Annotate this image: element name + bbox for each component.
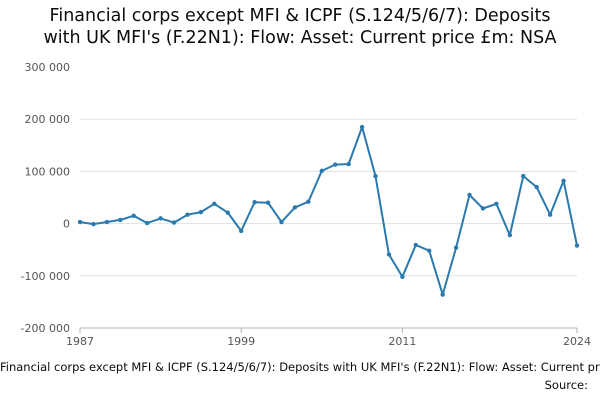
data-point [453, 245, 459, 250]
chart-title: Financial corps except MFI & ICPF (S.124… [0, 5, 600, 49]
data-point [333, 162, 338, 167]
data-point [265, 200, 271, 205]
data-point [480, 206, 486, 211]
data-point [427, 248, 432, 253]
x-axis: 1987 1999 2011 2024 [66, 327, 591, 348]
data-point [440, 292, 445, 297]
y-tick-label: 300 000 [25, 61, 71, 74]
data-point [400, 274, 405, 280]
data-point [238, 228, 244, 234]
data-point [198, 209, 204, 215]
chart-title-line-2: with UK MFI's (F.22N1): Flow: Asset: Cur… [43, 28, 557, 48]
data-point [521, 173, 526, 179]
x-tick-label: 2011 [388, 335, 416, 348]
data-point [118, 217, 123, 223]
data-point [185, 212, 190, 217]
data-point [319, 168, 324, 174]
data-point [574, 243, 580, 248]
data-point [279, 219, 284, 225]
data-point [346, 161, 351, 167]
data-point [534, 184, 539, 190]
data-point [359, 124, 365, 130]
data-series [77, 124, 580, 297]
data-point [547, 212, 553, 217]
data-point [77, 219, 83, 225]
y-tick-label: 100 000 [25, 165, 71, 178]
y-tick-label: -100 000 [21, 270, 70, 283]
data-point [386, 252, 392, 257]
data-point [104, 219, 110, 225]
data-point [467, 192, 472, 198]
chart-title-line-1: Financial corps except MFI & ICPF (S.124… [49, 6, 551, 26]
data-point [292, 205, 298, 210]
x-tick-label: 2024 [563, 335, 591, 348]
y-tick-label: -200 000 [21, 322, 70, 335]
data-point [225, 210, 230, 215]
data-point [561, 178, 566, 183]
series-line [79, 126, 578, 296]
data-point [144, 220, 150, 226]
source-label: Source: [544, 378, 588, 392]
data-point [306, 199, 311, 204]
x-axis-label: Financial corps except MFI & ICPF (S.124… [0, 360, 600, 374]
x-tick-label: 1987 [66, 335, 94, 348]
data-point [252, 199, 257, 205]
data-point [171, 220, 177, 225]
y-tick-label: 0 [63, 218, 70, 231]
y-tick-label: 200 000 [25, 113, 71, 126]
y-axis-ticks: 300 000 200 000 100 000 0 -100 000 -200 000 [21, 61, 70, 335]
data-point [494, 201, 499, 206]
data-point [91, 221, 96, 227]
x-tick-label: 1999 [227, 335, 255, 348]
data-point [373, 173, 378, 179]
data-point [158, 216, 163, 221]
data-point [131, 213, 136, 218]
data-point [413, 242, 419, 248]
data-point [212, 201, 217, 206]
data-point [507, 232, 513, 238]
gridlines [80, 118, 577, 277]
